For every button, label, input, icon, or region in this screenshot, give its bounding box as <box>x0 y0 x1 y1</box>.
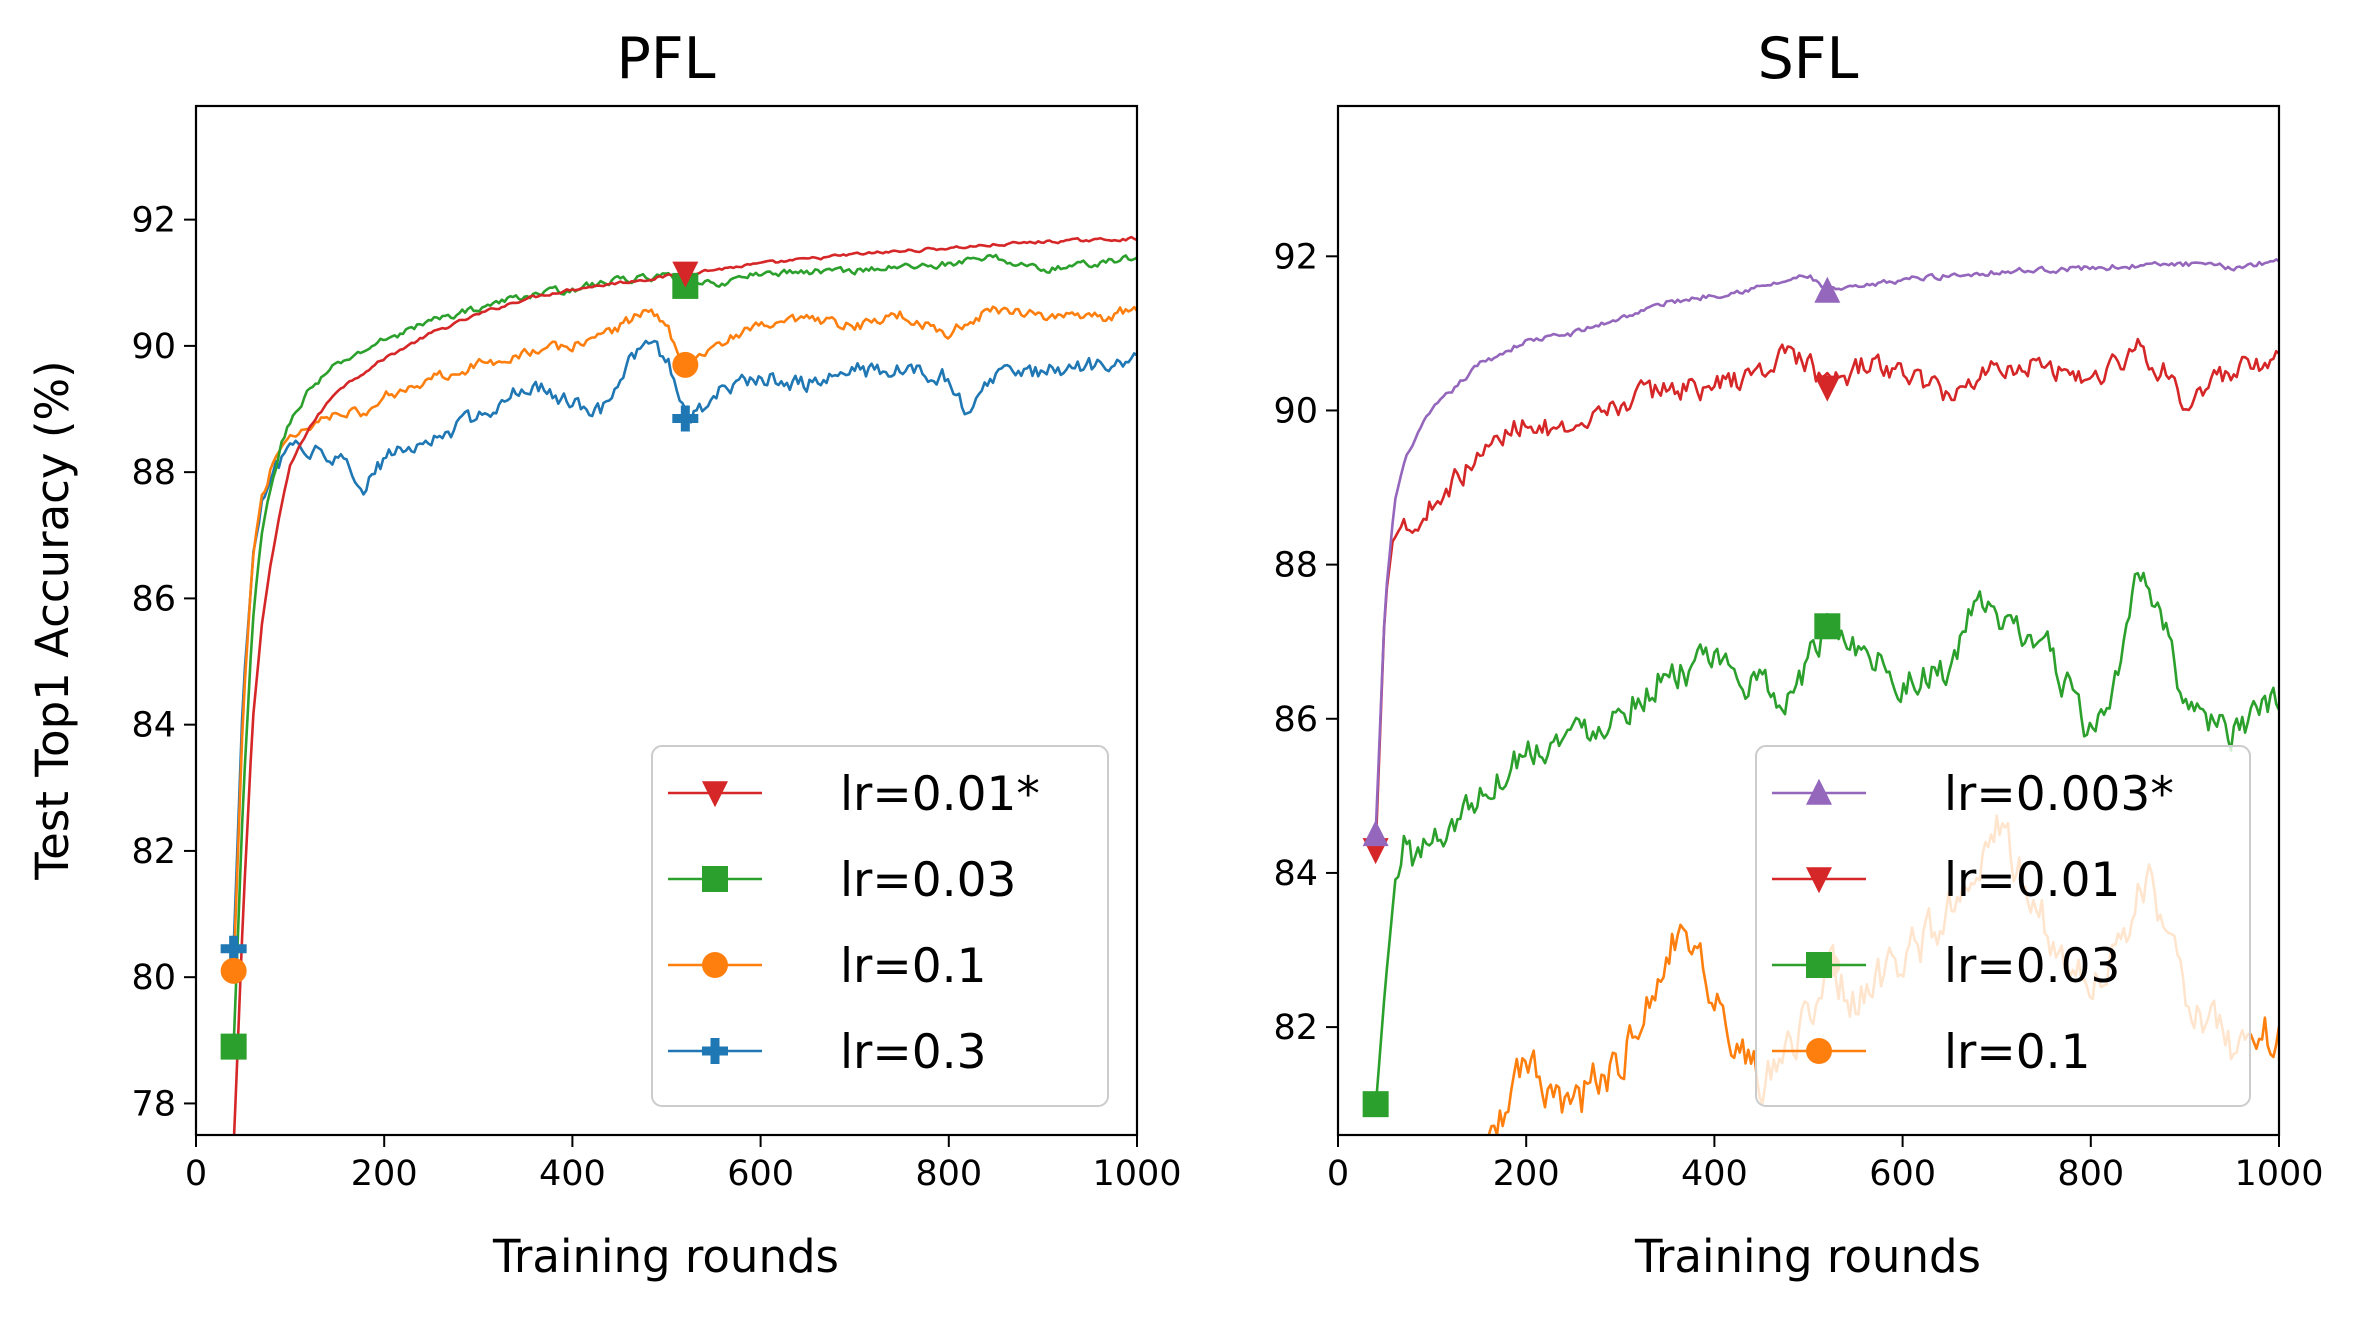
pfl-legend-marker <box>702 952 728 978</box>
pfl-legend-label: lr=0.01* <box>840 767 1040 822</box>
pfl-y-tick-label: 92 <box>131 201 176 241</box>
sfl-x-axis-label: Training rounds <box>1634 1230 1981 1283</box>
sfl-chart: SFL lr=0.003* lr=0.01 lr=0.03 lr=0.1 0 200 40… <box>1273 26 2324 1283</box>
sfl-legend-marker <box>1806 1038 1832 1064</box>
sfl-legend-label: lr=0.003* <box>1944 767 2174 822</box>
pfl-x-tick-label: 200 <box>351 1154 418 1194</box>
sfl-x-ticks: 0 200 400 600 800 1000 <box>1327 1135 2324 1194</box>
pfl-x-axis-label: Training rounds <box>492 1230 839 1283</box>
pfl-y-tick-label: 90 <box>131 327 176 367</box>
pfl-legend-box <box>651 745 1109 1107</box>
pfl-axes-frame <box>194 104 1139 1137</box>
pfl-series-marker <box>672 351 699 378</box>
pfl-x-tick-label: 800 <box>915 1154 982 1194</box>
sfl-series-marker <box>1814 276 1841 303</box>
sfl-x-tick-label: 400 <box>1681 1154 1748 1194</box>
sfl-legend-label: lr=0.1 <box>1944 1025 2091 1080</box>
sfl-y-tick-label: 82 <box>1273 1008 1318 1048</box>
pfl-chart-title: PFL <box>617 26 716 92</box>
pfl-legend-marker <box>702 866 728 892</box>
sfl-legend: lr=0.003* lr=0.01 lr=0.03 lr=0.1 <box>1755 745 2251 1107</box>
sfl-x-tick-label: 600 <box>1869 1154 1936 1194</box>
pfl-y-tick-label: 86 <box>131 579 176 619</box>
sfl-series-marker <box>1814 375 1841 402</box>
sfl-x-tick-label: 200 <box>1493 1154 1560 1194</box>
pfl-series-marker <box>220 1033 247 1060</box>
sfl-series-marker <box>1814 613 1841 640</box>
sfl-y-tick-label: 90 <box>1273 391 1318 431</box>
sfl-y-tick-label: 86 <box>1273 700 1318 740</box>
sfl-y-ticks: 82 84 86 88 90 92 <box>1273 237 1338 1048</box>
pfl-y-ticks: 78 80 82 84 86 88 90 92 <box>131 201 196 1124</box>
pfl-plot-area <box>220 235 1137 1135</box>
sfl-series-line <box>1374 337 2279 850</box>
pfl-y-tick-label: 84 <box>131 706 176 746</box>
sfl-x-tick-label: 800 <box>2057 1154 2124 1194</box>
sfl-axes-frame <box>1336 104 2281 1137</box>
pfl-legend-label: lr=0.03 <box>840 853 1016 908</box>
pfl-x-tick-label: 600 <box>727 1154 794 1194</box>
sfl-x-tick-label: 0 <box>1327 1154 1349 1194</box>
sfl-y-tick-label: 88 <box>1273 546 1318 586</box>
pfl-legend-marker <box>702 1038 728 1064</box>
sfl-legend-marker <box>1806 778 1832 805</box>
sfl-legend-marker <box>1806 952 1832 978</box>
sfl-chart-title: SFL <box>1758 26 1859 92</box>
sfl-y-tick-label: 84 <box>1273 854 1318 894</box>
sfl-y-tick-label: 92 <box>1273 237 1318 277</box>
pfl-y-tick-label: 82 <box>131 832 176 872</box>
pfl-series-marker <box>220 935 247 962</box>
sfl-x-tick-label: 1000 <box>2234 1154 2323 1194</box>
pfl-y-tick-label: 80 <box>131 958 176 998</box>
pfl-legend: lr=0.01* lr=0.03 lr=0.1 lr=0.3 <box>651 745 1109 1107</box>
sfl-legend-label: lr=0.01 <box>1944 853 2120 908</box>
pfl-legend-label: lr=0.3 <box>840 1025 987 1080</box>
sfl-legend-marker <box>1806 867 1832 894</box>
pfl-x-tick-label: 1000 <box>1092 1154 1181 1194</box>
sfl-legend-box <box>1755 745 2251 1107</box>
pfl-legend-label: lr=0.1 <box>840 939 987 994</box>
pfl-x-tick-label: 400 <box>539 1154 606 1194</box>
pfl-chart: PFL 0 200 400 600 800 1000 78 80 82 84 86 88 90 92 T… <box>26 26 1182 1283</box>
pfl-y-axis-label: Test Top1 Accuracy (%) <box>26 360 79 880</box>
pfl-x-ticks: 0 200 400 600 800 1000 <box>185 1135 1182 1194</box>
pfl-legend-marker <box>702 781 728 808</box>
pfl-y-tick-label: 88 <box>131 453 176 493</box>
pfl-series-marker <box>672 405 699 432</box>
sfl-legend-label: lr=0.03 <box>1944 939 2120 994</box>
pfl-series-marker <box>220 957 247 984</box>
pfl-x-tick-label: 0 <box>185 1154 207 1194</box>
pfl-series-marker <box>672 261 699 288</box>
sfl-series-marker <box>1362 1091 1389 1118</box>
sfl-series-marker <box>1362 820 1389 847</box>
pfl-y-tick-label: 78 <box>131 1084 176 1124</box>
